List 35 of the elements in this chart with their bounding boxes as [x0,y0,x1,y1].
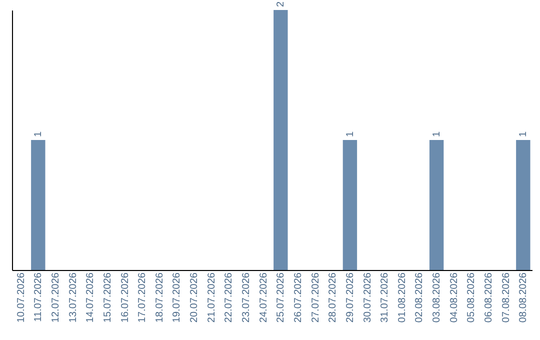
x-tick-label: 20.07.2026 [189,272,200,323]
x-tick-label: 11.07.2026 [33,272,44,322]
x-tick-label: 18.07.2026 [154,272,166,323]
x-tick-label: 23.07.2026 [241,272,252,323]
x-tick-label: 13.07.2026 [68,272,79,323]
x-tick-label: 14.07.2026 [85,272,96,323]
x-tick-label: 30.07.2026 [362,272,374,323]
x-tick-label: 27.07.2026 [310,272,322,323]
x-tick-label: 21.07.2026 [206,272,218,323]
x-tick-label: 16.07.2026 [120,272,131,323]
x-tick-label: 17.07.2026 [137,272,148,323]
x-tick-label: 03.08.2026 [432,272,443,323]
x-tick-label: 22.07.2026 [224,272,235,323]
x-tick-label: 07.08.2026 [500,272,512,323]
x-tick-label: 25.07.2026 [276,272,287,323]
x-tick-label: 15.07.2026 [102,272,114,323]
x-tick-label: 12.07.2026 [50,272,62,323]
x-tick-label: 06.08.2026 [484,272,495,323]
data-label: 1 [432,131,443,137]
data-label: 1 [344,131,356,137]
x-tick-label: 05.08.2026 [466,272,478,323]
x-tick-label: 28.07.2026 [328,272,339,323]
x-tick-label: 02.08.2026 [414,272,426,323]
x-tick-label: 31.07.2026 [380,272,391,323]
x-tick-label: 24.07.2026 [258,272,270,323]
x-tick-label: 10.07.2026 [16,272,27,323]
x-tick-label: 19.07.2026 [172,272,183,323]
x-tick-label: 26.07.2026 [292,272,304,323]
x-tick-label: 08.08.2026 [518,272,530,323]
data-label: 1 [33,131,44,137]
x-tick-label: 04.08.2026 [448,272,460,323]
data-label: 1 [518,131,530,137]
x-tick-label: 01.08.2026 [396,272,408,323]
data-label: 2 [276,1,287,7]
x-tick-label: 29.07.2026 [344,272,356,323]
